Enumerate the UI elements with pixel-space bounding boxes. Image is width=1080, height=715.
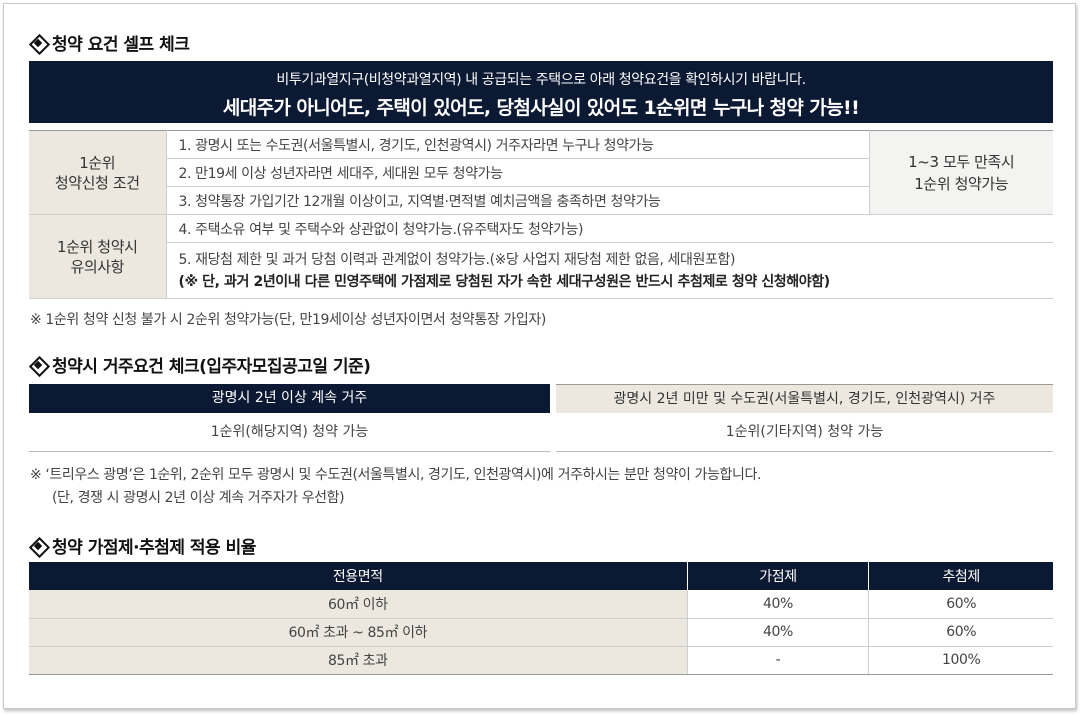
condition-item: 3. 청약통장 가입기간 12개월 이상이고, 지역별·면적별 예치금액을 충족… bbox=[165, 186, 869, 215]
residence-header-other: 광명시 2년 미만 및 수도권(서울특별시, 경기도, 인천광역시) 거주 bbox=[556, 384, 1053, 413]
lottery-cell: 60% bbox=[868, 590, 1053, 619]
diamond-bullet-icon bbox=[30, 357, 46, 373]
column-header-score: 가점제 bbox=[686, 562, 869, 590]
requirements-table: 1순위 청약신청 조건 1. 광명시 또는 수도권(서울특별시, 경기도, 인천… bbox=[29, 130, 1053, 299]
summary-line-2: 1순위 청약가능 bbox=[914, 174, 1009, 193]
lottery-cell: 100% bbox=[868, 646, 1053, 675]
table-row: 1순위 청약시 유의사항 4. 주택소유 여부 및 주택수와 상관없이 청약가능… bbox=[29, 214, 1053, 299]
summary-cell: 1~3 모두 만족시 1순위 청약가능 bbox=[868, 130, 1053, 215]
column-header-area: 전용면적 bbox=[29, 562, 688, 590]
score-cell: 40% bbox=[686, 590, 869, 619]
diamond-bullet-icon bbox=[30, 538, 46, 554]
condition-item: 1. 광명시 또는 수도권(서울특별시, 경기도, 인천광역시) 거주자라면 누… bbox=[165, 130, 869, 159]
notice-banner: 비투기과열지구(비청약과열지역) 내 공급되는 주택으로 아래 청약요건을 확인… bbox=[29, 61, 1053, 123]
caution-item: 5. 재당첨 제한 및 과거 당첨 이력과 관계없이 청약가능.(※당 사업지 … bbox=[165, 242, 1053, 299]
table-row: 60㎡ 이하 40% 60% bbox=[29, 590, 1053, 619]
column-header-lottery: 추첨제 bbox=[868, 562, 1053, 590]
condition-header-line-1: 1순위 bbox=[79, 153, 116, 172]
second-priority-note: ※ 1순위 청약 신청 불가 시 2순위 청약가능(단, 만19세이상 성년자이… bbox=[30, 312, 546, 328]
section-title-residence: 청약시 거주요건 체크(입주자모집공고일 기준) bbox=[30, 352, 371, 377]
residence-note-1: ※ ‘트리우스 광명’은 1순위, 2순위 모두 광명시 및 수도권(서울특별시… bbox=[30, 467, 761, 483]
diamond-bullet-icon bbox=[30, 35, 46, 51]
summary-line-1: 1~3 모두 만족시 bbox=[908, 152, 1015, 171]
section-title-text: 청약시 거주요건 체크(입주자모집공고일 기준) bbox=[52, 357, 371, 377]
table-row: 1순위 청약신청 조건 1. 광명시 또는 수도권(서울특별시, 경기도, 인천… bbox=[29, 130, 1053, 215]
caution-header-line-1: 1순위 청약시 bbox=[56, 237, 138, 256]
area-cell: 85㎡ 초과 bbox=[29, 646, 688, 675]
table-row: 5. 재당첨 제한 및 과거 당첨 이력과 관계없이 청약가능.(※당 사업지 … bbox=[29, 242, 1053, 299]
caution-header-cell: 1순위 청약시 유의사항 bbox=[29, 214, 166, 299]
residence-value-other: 1순위(기타지역) 청약 가능 bbox=[556, 413, 1053, 452]
score-cell: 40% bbox=[686, 618, 869, 647]
section-title-text: 청약 가점제·추첨제 적용 비율 bbox=[52, 538, 256, 558]
lottery-cell: 60% bbox=[868, 618, 1053, 647]
residence-value-local: 1순위(해당지역) 청약 가능 bbox=[29, 413, 550, 452]
table-row: 2. 만19세 이상 성년자라면 세대주, 세대원 모두 청약가능 bbox=[29, 158, 1053, 187]
caution-item-text: 5. 재당첨 제한 및 과거 당첨 이력과 관계없이 청약가능.(※당 사업지 … bbox=[178, 251, 736, 268]
area-cell: 60㎡ 초과 ~ 85㎡ 이하 bbox=[29, 618, 688, 647]
residence-table: 광명시 2년 이상 계속 거주 광명시 2년 미만 및 수도권(서울특별시, 경… bbox=[29, 384, 1053, 452]
condition-header-cell: 1순위 청약신청 조건 bbox=[29, 130, 166, 215]
condition-header-line-2: 청약신청 조건 bbox=[54, 173, 140, 192]
table-row: 3. 청약통장 가입기간 12개월 이상이고, 지역별·면적별 예치금액을 충족… bbox=[29, 186, 1053, 215]
table-header-row: 전용면적 가점제 추첨제 bbox=[29, 562, 1053, 590]
residence-note-2: (단, 경쟁 시 광명시 2년 이상 계속 거주자가 우선함) bbox=[52, 490, 345, 506]
banner-line-2: 세대주가 아니어도, 주택이 있어도, 당첨사실이 있어도 1순위면 누구나 청… bbox=[222, 97, 860, 119]
table-row: 85㎡ 초과 - 100% bbox=[29, 646, 1053, 675]
section-title-self-check: 청약 요건 셀프 체크 bbox=[30, 30, 190, 55]
banner-line-1: 비투기과열지구(비청약과열지역) 내 공급되는 주택으로 아래 청약요건을 확인… bbox=[276, 72, 806, 88]
caution-header-line-2: 유의사항 bbox=[70, 257, 125, 276]
caution-bold-text: (※ 단, 과거 2년이내 다른 민영주택에 가점제로 당첨된 자가 속한 세대… bbox=[178, 273, 831, 290]
section-title-text: 청약 요건 셀프 체크 bbox=[52, 35, 190, 55]
section-title-ratio: 청약 가점제·추첨제 적용 비율 bbox=[30, 533, 256, 558]
ratio-table: 전용면적 가점제 추첨제 60㎡ 이하 40% 60% 60㎡ 초과 ~ 85㎡… bbox=[29, 562, 1053, 675]
area-cell: 60㎡ 이하 bbox=[29, 590, 688, 619]
caution-item: 4. 주택소유 여부 및 주택수와 상관없이 청약가능.(유주택자도 청약가능) bbox=[165, 214, 1053, 243]
table-row: 60㎡ 초과 ~ 85㎡ 이하 40% 60% bbox=[29, 618, 1053, 647]
condition-item: 2. 만19세 이상 성년자라면 세대주, 세대원 모두 청약가능 bbox=[165, 158, 869, 187]
score-cell: - bbox=[686, 646, 869, 675]
residence-header-local: 광명시 2년 이상 계속 거주 bbox=[29, 384, 550, 413]
